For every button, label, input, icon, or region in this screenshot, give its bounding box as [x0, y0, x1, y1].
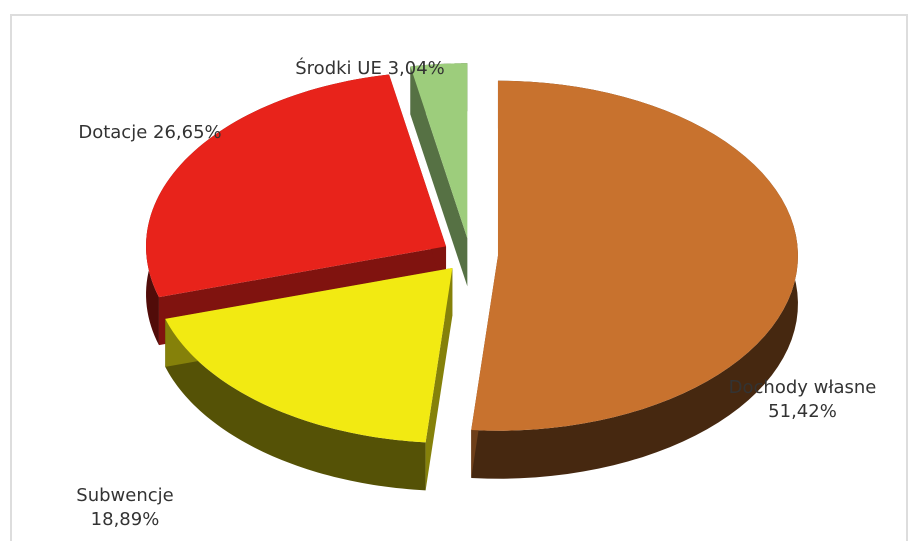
value-label: 26,65% — [153, 122, 222, 143]
slice-label: Subwencje 18,89% — [50, 484, 200, 532]
value-label: 18,89% — [90, 509, 160, 530]
slice-top — [410, 63, 468, 239]
slice-edge — [410, 66, 468, 287]
slice-edge — [425, 268, 453, 491]
slice-label: Dochody własne 51,42% — [715, 376, 890, 424]
slice-top — [471, 80, 798, 431]
slice-top — [146, 74, 447, 298]
category-name: Dochody własne — [728, 377, 877, 398]
category-name: Dotacje — [78, 122, 148, 143]
value-label: 3,04% — [387, 58, 445, 79]
slice-label: Dotacje 26,65% — [40, 121, 260, 145]
slice-top — [165, 268, 453, 443]
chart-frame — [10, 14, 908, 541]
value-label: 51,42% — [768, 401, 837, 422]
slice-label: Środki UE 3,04% — [270, 57, 470, 81]
category-name: Środki UE — [295, 58, 382, 79]
category-name: Subwencje — [76, 485, 174, 506]
slice-side — [165, 318, 426, 491]
